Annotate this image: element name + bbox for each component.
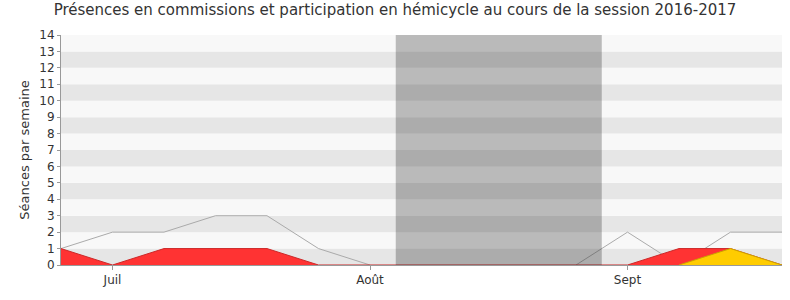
svg-text:Sept: Sept bbox=[614, 273, 642, 287]
svg-text:Présences en commissions et pa: Présences en commissions et participatio… bbox=[54, 1, 737, 19]
svg-text:5: 5 bbox=[47, 176, 55, 190]
svg-text:7: 7 bbox=[47, 143, 55, 157]
svg-text:10: 10 bbox=[39, 94, 54, 108]
svg-text:3: 3 bbox=[47, 209, 55, 223]
svg-text:9: 9 bbox=[47, 110, 55, 124]
svg-text:1: 1 bbox=[47, 242, 55, 256]
svg-text:Juil: Juil bbox=[103, 273, 122, 287]
svg-text:8: 8 bbox=[47, 127, 55, 141]
svg-text:11: 11 bbox=[39, 77, 54, 91]
svg-text:14: 14 bbox=[39, 28, 54, 42]
svg-text:Séances par semaine: Séances par semaine bbox=[17, 80, 32, 219]
svg-text:2: 2 bbox=[47, 225, 55, 239]
svg-text:4: 4 bbox=[47, 192, 55, 206]
svg-text:12: 12 bbox=[39, 61, 54, 75]
svg-text:Août: Août bbox=[356, 273, 384, 287]
svg-text:0: 0 bbox=[47, 258, 55, 272]
svg-text:6: 6 bbox=[47, 160, 55, 174]
svg-text:13: 13 bbox=[39, 45, 54, 59]
